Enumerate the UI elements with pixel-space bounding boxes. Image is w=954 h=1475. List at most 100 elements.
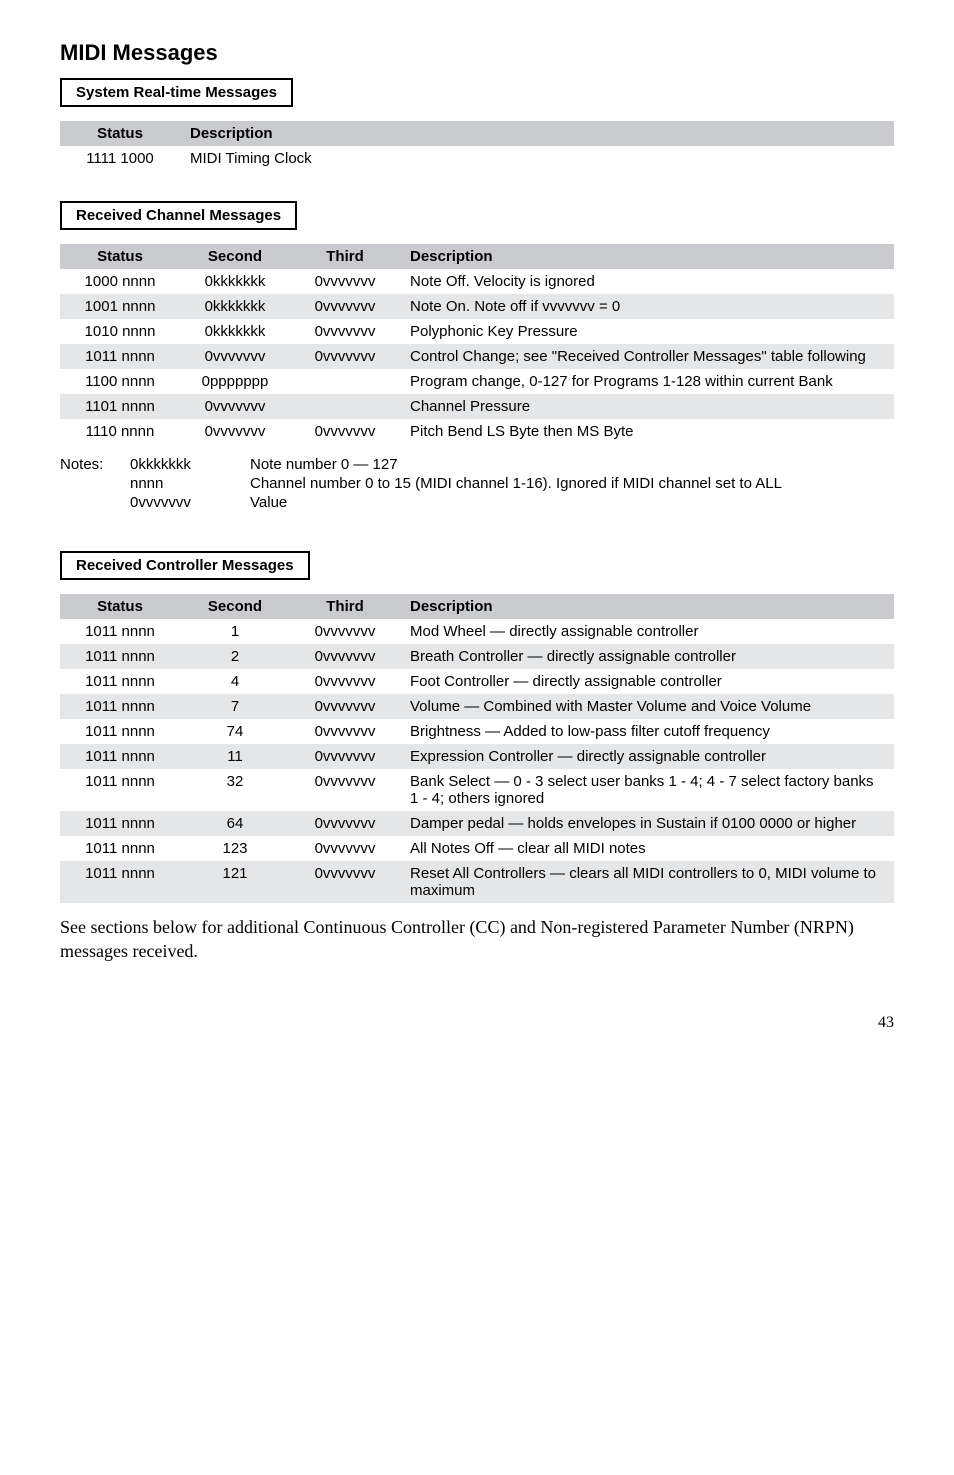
cell-desc: All Notes Off — clear all MIDI notes [400, 836, 894, 861]
footer-text: See sections below for additional Contin… [60, 915, 894, 964]
cell-third: 0vvvvvvv [290, 861, 400, 903]
cell-second: 123 [180, 836, 290, 861]
cell-desc: Channel Pressure [400, 394, 894, 419]
cell-third [290, 394, 400, 419]
col-third: Third [290, 594, 400, 619]
cell-second: 0kkkkkkk [180, 319, 290, 344]
cell-second: 0vvvvvvv [180, 344, 290, 369]
cell-second: 0ppppppp [180, 369, 290, 394]
notes-block: Notes: 0kkkkkkk nnnn 0vvvvvvv Note number … [60, 456, 894, 513]
cell-third: 0vvvvvvv [290, 669, 400, 694]
cell-status: 1110 nnnn [60, 419, 180, 444]
note-code: nnnn [130, 475, 250, 492]
note-code: 0vvvvvvv [130, 494, 250, 511]
cell-status: 1011 nnnn [60, 619, 180, 644]
table-row: 1011 nnnn70vvvvvvvVolume — Combined with… [60, 694, 894, 719]
cell-third: 0vvvvvvv [290, 719, 400, 744]
cell-status: 1011 nnnn [60, 644, 180, 669]
table-received-controller: Status Second Third Description 1011 nnn… [60, 594, 894, 903]
cell-second: 7 [180, 694, 290, 719]
table-row: 1011 nnnn740vvvvvvvBrightness — Added to… [60, 719, 894, 744]
table-row: 1011 nnnn10vvvvvvvMod Wheel — directly a… [60, 619, 894, 644]
cell-status: 1011 nnnn [60, 694, 180, 719]
table-row: 1000 nnnn0kkkkkkk0vvvvvvvNote Off. Veloc… [60, 269, 894, 294]
table-row: 1011 nnnn320vvvvvvvBank Select — 0 - 3 s… [60, 769, 894, 811]
col-third: Third [290, 244, 400, 269]
cell-status: 1011 nnnn [60, 836, 180, 861]
cell-desc: Polyphonic Key Pressure [400, 319, 894, 344]
cell-second: 11 [180, 744, 290, 769]
cell-desc: Mod Wheel — directly assignable controll… [400, 619, 894, 644]
table-row: 1001 nnnn0kkkkkkk0vvvvvvvNote On. Note o… [60, 294, 894, 319]
cell-second: 0kkkkkkk [180, 294, 290, 319]
cell-status: 1011 nnnn [60, 744, 180, 769]
cell-third: 0vvvvvvv [290, 644, 400, 669]
note-desc: Channel number 0 to 15 (MIDI channel 1-1… [250, 475, 894, 492]
section-header-received-channel: Received Channel Messages [60, 201, 297, 230]
cell-desc: Brightness — Added to low-pass filter cu… [400, 719, 894, 744]
section-header-received-controller: Received Controller Messages [60, 551, 310, 580]
cell-third: 0vvvvvvv [290, 811, 400, 836]
cell-third: 0vvvvvvv [290, 419, 400, 444]
cell-third: 0vvvvvvv [290, 294, 400, 319]
cell-third: 0vvvvvvv [290, 744, 400, 769]
col-description: Description [400, 594, 894, 619]
cell-status: 1111 1000 [60, 146, 180, 171]
cell-desc: Breath Controller — directly assignable … [400, 644, 894, 669]
col-second: Second [180, 594, 290, 619]
col-second: Second [180, 244, 290, 269]
cell-second: 0vvvvvvv [180, 394, 290, 419]
cell-second: 1 [180, 619, 290, 644]
cell-desc: Note Off. Velocity is ignored [400, 269, 894, 294]
cell-status: 1000 nnnn [60, 269, 180, 294]
table-row: 1101 nnnn0vvvvvvvChannel Pressure [60, 394, 894, 419]
cell-third: 0vvvvvvv [290, 319, 400, 344]
page-title: MIDI Messages [60, 40, 894, 66]
table-row: 1011 nnnn1210vvvvvvvReset All Controller… [60, 861, 894, 903]
cell-second: 74 [180, 719, 290, 744]
notes-label: Notes: [60, 456, 130, 513]
cell-desc: Bank Select — 0 - 3 select user banks 1 … [400, 769, 894, 811]
col-description: Description [180, 121, 894, 146]
table-row: 1100 nnnn0ppppppp Program change, 0-127 f… [60, 369, 894, 394]
cell-desc: Pitch Bend LS Byte then MS Byte [400, 419, 894, 444]
cell-second: 0vvvvvvv [180, 419, 290, 444]
col-status: Status [60, 121, 180, 146]
cell-third: 0vvvvvvv [290, 769, 400, 811]
table-received-channel: Status Second Third Description 1000 nnn… [60, 244, 894, 444]
cell-third [290, 369, 400, 394]
table-row: 1010 nnnn0kkkkkkk0vvvvvvvPolyphonic Key … [60, 319, 894, 344]
cell-desc: Volume — Combined with Master Volume and… [400, 694, 894, 719]
cell-third: 0vvvvvvv [290, 269, 400, 294]
cell-desc: MIDI Timing Clock [180, 146, 894, 171]
cell-second: 121 [180, 861, 290, 903]
cell-status: 1011 nnnn [60, 344, 180, 369]
cell-second: 64 [180, 811, 290, 836]
table-row: 1110 nnnn0vvvvvvv0vvvvvvvPitch Bend LS B… [60, 419, 894, 444]
cell-desc: Reset All Controllers — clears all MIDI … [400, 861, 894, 903]
col-status: Status [60, 244, 180, 269]
note-desc: Note number 0 — 127 [250, 456, 894, 473]
col-status: Status [60, 594, 180, 619]
cell-status: 1010 nnnn [60, 319, 180, 344]
note-code: 0kkkkkkk [130, 456, 250, 473]
table-system-realtime: Status Description 1111 1000 MIDI Timing… [60, 121, 894, 171]
cell-status: 1011 nnnn [60, 861, 180, 903]
cell-status: 1001 nnnn [60, 294, 180, 319]
table-row: 1011 nnnn110vvvvvvvExpression Controller… [60, 744, 894, 769]
table-row: 1011 nnnn640vvvvvvvDamper pedal — holds … [60, 811, 894, 836]
cell-status: 1100 nnnn [60, 369, 180, 394]
cell-third: 0vvvvvvv [290, 694, 400, 719]
cell-third: 0vvvvvvv [290, 619, 400, 644]
table-row: 1011 nnnn1230vvvvvvvAll Notes Off — clea… [60, 836, 894, 861]
cell-desc: Expression Controller — directly assigna… [400, 744, 894, 769]
cell-desc: Program change, 0-127 for Programs 1-128… [400, 369, 894, 394]
note-desc: Value [250, 494, 894, 511]
cell-third: 0vvvvvvv [290, 836, 400, 861]
table-row: 1011 nnnn40vvvvvvvFoot Controller — dire… [60, 669, 894, 694]
cell-second: 0kkkkkkk [180, 269, 290, 294]
table-row: 1011 nnnn0vvvvvvv0vvvvvvvControl Change;… [60, 344, 894, 369]
section-header-system-realtime: System Real-time Messages [60, 78, 293, 107]
table-row: 1111 1000 MIDI Timing Clock [60, 146, 894, 171]
cell-second: 4 [180, 669, 290, 694]
